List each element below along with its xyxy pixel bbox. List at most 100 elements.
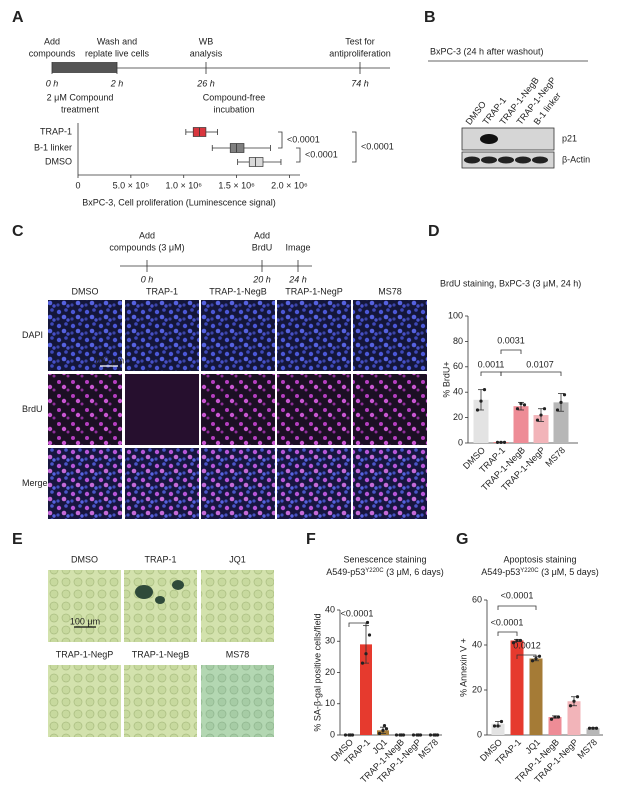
data-point	[519, 402, 523, 406]
bar	[529, 658, 543, 735]
data-point	[537, 654, 542, 658]
event-label: Add	[139, 230, 155, 240]
column-label: MS78	[378, 286, 402, 296]
annotation: <0.0001	[361, 141, 394, 151]
image-label: TRAP-1-NegP	[56, 649, 114, 659]
x-tick-label: 0	[75, 180, 80, 190]
scale-bar-label: 100 μm	[70, 616, 100, 626]
bracket	[278, 131, 283, 149]
data-point	[492, 724, 497, 728]
bracket	[500, 349, 522, 354]
event-label: compounds (3 μM)	[109, 242, 184, 252]
data-point	[515, 407, 520, 411]
data-point	[530, 659, 535, 663]
subtitle-part: A549-p53	[326, 567, 365, 577]
bracket	[497, 631, 518, 636]
panel-label: F	[306, 531, 316, 548]
panel-label: G	[456, 531, 468, 548]
bar	[360, 644, 372, 735]
data-point	[539, 413, 543, 417]
event-time: 0 h	[46, 78, 59, 88]
data-point	[562, 393, 567, 397]
micrograph	[125, 300, 199, 371]
stained-cell	[135, 585, 153, 599]
phase-label: 2 μM Compound	[47, 92, 114, 102]
micrograph	[353, 374, 427, 445]
micrograph	[48, 448, 122, 519]
data-point	[502, 440, 507, 444]
column-label: TRAP-1	[146, 286, 178, 296]
micrograph	[277, 448, 351, 519]
event-time: 0 h	[141, 274, 154, 284]
data-point	[511, 641, 516, 645]
data-point	[556, 715, 561, 719]
band-label: β-Actin	[562, 154, 590, 164]
y-tick-label: 100	[448, 310, 463, 320]
panel-label: D	[428, 223, 440, 240]
micrograph	[48, 374, 122, 445]
x-tick-label: MS78	[543, 445, 567, 469]
bar	[586, 728, 600, 735]
panel-label: C	[12, 223, 24, 240]
data-point	[559, 400, 563, 404]
bar	[510, 640, 524, 735]
data-point	[394, 733, 399, 737]
micrograph	[48, 570, 121, 642]
micrograph	[201, 300, 275, 371]
y-tick-label: 20	[472, 684, 482, 694]
data-point	[365, 620, 370, 625]
bracket	[497, 605, 537, 610]
blot-title: BxPC-3 (24 h after washout)	[430, 46, 544, 56]
y-tick-label: 10	[325, 698, 335, 708]
micrograph	[48, 300, 122, 371]
y-axis-label: % BrdU+	[441, 361, 451, 397]
band	[498, 156, 514, 164]
bar	[548, 717, 562, 735]
data-point	[518, 638, 523, 643]
bar	[491, 723, 505, 735]
data-point	[482, 388, 487, 392]
annotation: 0.0011	[478, 359, 505, 369]
event-label: BrdU	[252, 242, 273, 252]
chart-title: BrdU staining, BxPC-3 (3 μM, 24 h)	[440, 278, 581, 288]
phase-label: treatment	[61, 104, 100, 114]
bar	[567, 701, 581, 735]
annotation: <0.0001	[287, 134, 320, 144]
subtitle-part: (3 μM, 6 days)	[384, 567, 444, 577]
data-point	[496, 724, 500, 728]
column-label: DMSO	[72, 286, 99, 296]
data-point	[479, 399, 483, 403]
column-label: TRAP-1-NegB	[209, 286, 267, 296]
panel-label: A	[12, 9, 24, 26]
data-point	[549, 717, 554, 721]
micrograph	[124, 570, 197, 642]
x-axis-label: BxPC-3, Cell proliferation (Luminescence…	[82, 197, 276, 207]
data-point	[367, 633, 372, 637]
annotation: <0.0001	[501, 590, 534, 600]
row-label: BrdU	[22, 404, 43, 414]
y-tick-label: 40	[325, 604, 335, 614]
band	[515, 156, 531, 164]
data-point	[360, 661, 365, 665]
x-tick-label: MS78	[416, 737, 440, 761]
data-point	[495, 440, 500, 444]
chart-title: Senescence staining	[343, 554, 426, 564]
data-point	[575, 695, 580, 699]
event-label: Add	[254, 230, 270, 240]
band	[532, 156, 548, 164]
y-tick-label: 0	[330, 729, 335, 739]
data-point	[381, 728, 385, 732]
event-label: analysis	[190, 48, 223, 58]
image-label: TRAP-1-NegB	[132, 649, 190, 659]
data-point	[591, 726, 595, 730]
data-point	[475, 408, 480, 412]
micrograph	[125, 374, 199, 445]
data-point	[377, 731, 382, 736]
row-label: Merge	[22, 478, 48, 488]
annotation: <0.0001	[305, 149, 338, 159]
event-time: 20 h	[252, 274, 271, 284]
annotation: <0.0001	[341, 608, 374, 618]
bracket	[500, 371, 562, 376]
micrograph	[124, 665, 197, 737]
event-label: Wash and	[97, 36, 137, 46]
